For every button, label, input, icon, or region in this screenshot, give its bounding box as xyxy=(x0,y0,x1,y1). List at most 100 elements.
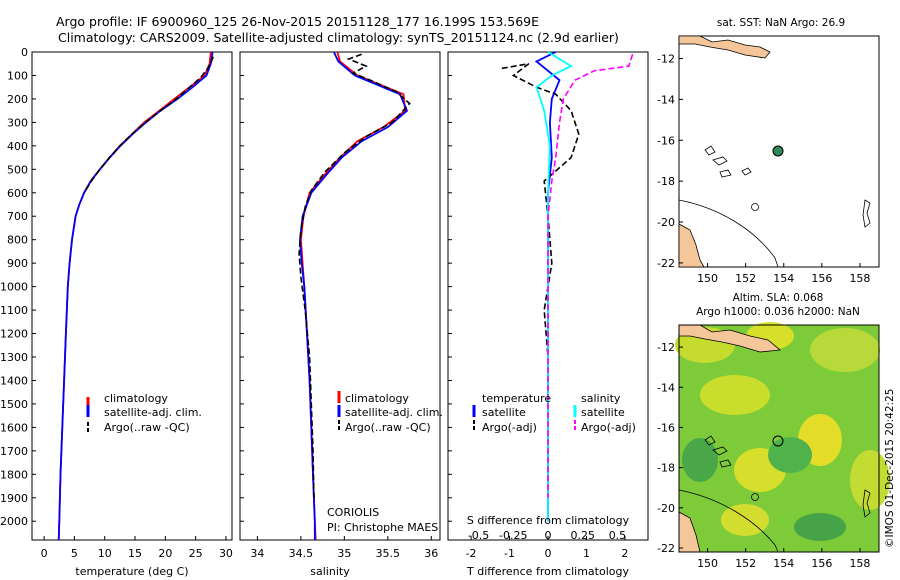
series-line-argo-raw-qc- xyxy=(83,56,214,194)
x-tick-label: 0 xyxy=(545,547,552,560)
x-tick-label: 15 xyxy=(128,547,142,560)
salinity-lines xyxy=(298,51,411,541)
difference-lines xyxy=(501,51,634,522)
x-tick-label: -0.25 xyxy=(499,529,527,542)
sst-map-axes: -12 -14 -16 -18 -20 -22 150 152 154 156 158 xyxy=(657,52,870,285)
legend-s-argo: Argo(-adj) xyxy=(581,421,636,434)
legend-salinity-head: salinity xyxy=(581,392,621,405)
sla-patch xyxy=(682,438,718,482)
map-x-tick-label: 158 xyxy=(849,272,870,285)
sla-map-frame xyxy=(678,324,880,553)
legend-climatology: climatology xyxy=(345,392,409,405)
map-y-tick-label: -22 xyxy=(657,257,675,270)
s-difference-label: S difference from climatology xyxy=(467,514,630,527)
depth-tick-label: 1500 xyxy=(0,398,28,411)
map-y-tick-label: -16 xyxy=(657,421,675,434)
salinity-axes xyxy=(239,51,441,541)
x-tick-label: 35 xyxy=(337,547,351,560)
x-tick-label: -2 xyxy=(466,547,477,560)
map-x-tick-label: 152 xyxy=(735,272,756,285)
depth-tick-label: 1800 xyxy=(0,468,28,481)
map-x-tick-label: 154 xyxy=(773,272,794,285)
sst-map-contour xyxy=(678,199,779,268)
temperature-lines xyxy=(57,51,214,541)
sla-map-argo-position xyxy=(772,435,784,447)
depth-axis: 0 100 200 300 400 500 600 700 800 900 1000 1100 1200… xyxy=(0,46,452,528)
sla-patch xyxy=(700,375,770,415)
depth-tick-label: 500 xyxy=(7,163,28,176)
temperature-axes xyxy=(31,51,233,541)
depth-tick-label: 400 xyxy=(7,140,28,153)
sla-map-contour xyxy=(678,489,779,553)
s-difference-labels: -0.5 -0.25 0 0.25 0.5 xyxy=(468,529,626,542)
x-tick-label: 25 xyxy=(189,547,203,560)
depth-tick-label: 200 xyxy=(7,93,28,106)
legend-s-satellite: satellite xyxy=(581,406,625,419)
depth-tick-label: 1000 xyxy=(0,281,28,294)
depth-tick-label: 1100 xyxy=(0,304,28,317)
credit-text: ©IMOS 01-Dec-2015 20:42:25 xyxy=(884,389,896,548)
depth-tick-label: 700 xyxy=(7,210,28,223)
sla-map-title1: Altim. SLA: 0.068 xyxy=(733,292,824,304)
depth-tick-label: 600 xyxy=(7,187,28,200)
legend-temperature-head: temperature xyxy=(482,392,551,405)
sla-patch xyxy=(794,513,846,541)
depth-tick-label: 2000 xyxy=(0,515,28,528)
salinity-x-axis: 34 34.5 35 35.5 36 xyxy=(250,536,438,560)
figure-title-line2: Climatology: CARS2009. Satellite-adjuste… xyxy=(58,30,619,45)
x-tick-label: 34.5 xyxy=(289,547,314,560)
sst-map-land-southwest xyxy=(678,223,705,268)
t-difference-xlabel: T difference from climatology xyxy=(466,565,629,578)
sla-patch xyxy=(810,328,880,372)
x-tick-label: 0 xyxy=(545,529,552,542)
x-tick-label: 5 xyxy=(71,547,78,560)
salinity-xlabel: salinity xyxy=(310,565,350,578)
series-line-salinity-satellite xyxy=(535,51,573,522)
legend-t-argo: Argo(-adj) xyxy=(482,421,537,434)
legend-t-satellite: satellite xyxy=(482,406,526,419)
x-tick-label: 1 xyxy=(583,547,590,560)
sla-map-title2: Argo h1000: 0.036 h2000: NaN xyxy=(696,306,860,318)
map-x-tick-label: 154 xyxy=(773,557,794,570)
temperature-legend: climatology satellite-adj. clim. Argo(..… xyxy=(86,392,202,434)
depth-tick-label: 0 xyxy=(21,46,28,59)
legend-satellite-adj: satellite-adj. clim. xyxy=(104,406,202,419)
series-line-temperature-argo-adj- xyxy=(501,62,580,498)
sla-map-axes: -12 -14 -16 -18 -20 -22 150 152 154 156 158 xyxy=(657,341,870,570)
data-centre-note: CORIOLIS xyxy=(327,506,379,519)
sst-map-title: sat. SST: NaN Argo: 26.9 xyxy=(717,17,845,29)
x-tick-label: 36 xyxy=(424,547,438,560)
pi-note: PI: Christophe MAES xyxy=(327,521,438,534)
x-tick-label: 35.5 xyxy=(376,547,401,560)
map-y-tick-label: -18 xyxy=(657,175,675,188)
map-x-tick-label: 156 xyxy=(811,557,832,570)
temperature-xlabel: temperature (deg C) xyxy=(75,565,188,578)
x-tick-label: 0 xyxy=(41,547,48,560)
x-tick-label: 0.25 xyxy=(570,529,595,542)
map-x-tick-label: 150 xyxy=(697,272,718,285)
depth-tick-label: 800 xyxy=(7,234,28,247)
series-line-satellite-adj-clim- xyxy=(57,51,214,541)
x-tick-label: 20 xyxy=(158,547,172,560)
x-tick-label: 34 xyxy=(250,547,264,560)
sla-map-reefs xyxy=(704,435,871,518)
x-tick-label: -0.5 xyxy=(468,529,489,542)
x-tick-label: 30 xyxy=(219,547,233,560)
sst-map: sat. SST: NaN Argo: 26.9 -12 -14 -16 -18 -20… xyxy=(657,17,880,285)
map-x-tick-label: 156 xyxy=(811,272,832,285)
sla-patch xyxy=(768,437,812,473)
sla-patch xyxy=(721,504,769,536)
map-y-tick-label: -20 xyxy=(657,216,675,229)
map-y-tick-label: -16 xyxy=(657,134,675,147)
series-line-climatology xyxy=(57,51,212,541)
map-y-tick-label: -20 xyxy=(657,502,675,515)
figure-title-line1: Argo profile: IF 6900960_125 26-Nov-2015… xyxy=(56,14,539,29)
map-y-tick-label: -14 xyxy=(657,93,675,106)
depth-tick-label: 1300 xyxy=(0,351,28,364)
map-x-tick-label: 150 xyxy=(697,557,718,570)
map-x-tick-label: 152 xyxy=(735,557,756,570)
t-difference-x-axis: -2 -1 0 1 2 xyxy=(466,536,628,560)
legend-argo: Argo(..raw -QC) xyxy=(104,421,190,434)
map-x-tick-label: 158 xyxy=(849,557,870,570)
